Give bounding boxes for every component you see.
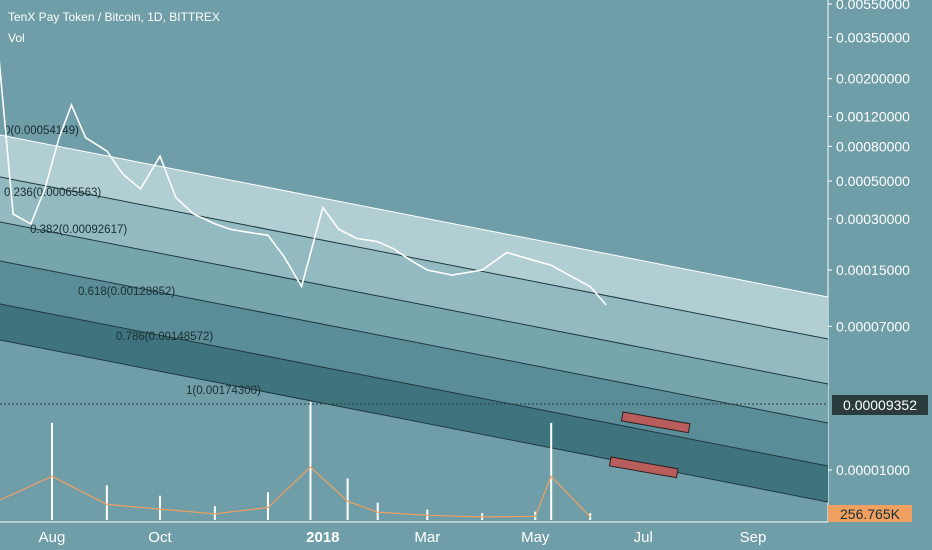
volume-label: Vol [8,31,25,45]
time-tick-label: May [521,529,550,546]
current-price-badge [832,395,928,415]
current-volume-badge [828,505,912,522]
price-axis-panel [828,0,932,550]
price-tick-label: 0.00030000 [836,211,910,227]
price-tick-label: 0.00120000 [836,108,910,124]
fib-band [0,261,828,466]
price-tick-label: 0.00001000 [836,462,910,478]
time-tick-label: Jul [634,529,653,546]
time-tick-label: 2018 [306,529,339,546]
price-tick-label: 0.00015000 [836,262,910,278]
price-tick-label: 0.00050000 [836,173,910,189]
fib-level-line [0,134,829,298]
volume-bar [51,422,53,520]
price-tick-label: 0.00080000 [836,138,910,154]
volume-bar [266,492,269,520]
fib-level-line [0,221,829,385]
time-tick-label: Mar [414,529,440,546]
fib-band [0,304,828,502]
price-tick-label: 0.00200000 [836,71,910,87]
fib-level-label: 0.382(0.00092617) [30,224,127,236]
chart-title: TenX Pay Token / Bitcoin, 1D, BITTREX [8,10,220,24]
volume-bar [309,402,312,520]
price-axis-labels: 0.00550000 0.00350000 0.00200000 0.00120000… [828,0,910,478]
fib-level-line [0,303,829,467]
volume-bar [346,478,349,520]
fib-level-label: 0.618(0.00128852) [78,286,175,298]
fib-band [0,222,828,423]
fib-level-label: 1(0.00174300) [186,385,261,397]
fib-level-label: 0(0.00054149) [4,125,79,137]
time-tick-label: Aug [39,529,66,546]
price-tick-label: 0.00350000 [836,29,910,45]
fib-level-line [0,176,829,340]
fib-level-line [0,339,829,503]
volume-bar [105,485,108,520]
price-tick-label: 0.00007000 [836,318,910,334]
fib-channel[interactable] [0,134,829,503]
volume-bar [213,506,216,520]
fib-level-label: 0.236(0.00065563) [4,187,101,199]
time-axis-labels: Aug Oct 2018 Mar May Jul Sep [39,529,767,546]
volume-ma-line [0,466,591,518]
target-marker-upper[interactable] [620,411,691,434]
target-marker-lower[interactable] [608,456,679,479]
price-tick-label: 0.00550000 [836,0,910,12]
volume-bar [376,502,379,520]
volume-bar [550,422,553,520]
current-price-value: 0.00009352 [843,397,917,413]
time-tick-label: Sep [740,529,767,546]
fib-band [0,177,828,384]
fib-band [0,135,828,339]
price-line [0,60,607,306]
fib-level-label: 0.786(0.00148572) [116,331,213,343]
fib-level-line [0,260,829,424]
time-tick-label: Oct [148,529,172,546]
volume-bar [158,495,161,520]
current-volume-value: 256.765K [840,506,901,522]
